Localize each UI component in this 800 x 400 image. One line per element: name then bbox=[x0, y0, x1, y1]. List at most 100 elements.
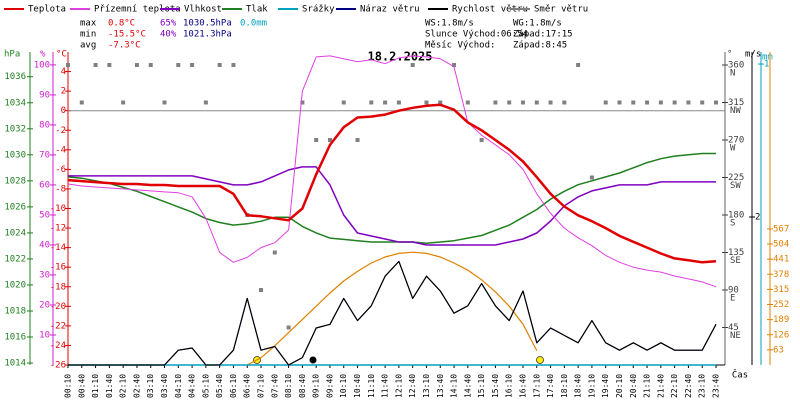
x-tick-label: 16:40 bbox=[518, 374, 527, 398]
x-tick-label: 05:40 bbox=[215, 374, 224, 398]
x-tick-label: 19:40 bbox=[601, 374, 610, 398]
direction-point bbox=[714, 100, 718, 105]
stat-avg: avg bbox=[80, 41, 96, 51]
y-tick-label: 2 bbox=[755, 213, 760, 223]
y-tick-label: 567 bbox=[773, 224, 789, 234]
direction-point bbox=[465, 100, 470, 105]
y-tick-label: 270 bbox=[728, 136, 744, 146]
stat-min: min bbox=[80, 30, 96, 40]
direction-point bbox=[645, 100, 650, 105]
x-tick-label: 08:40 bbox=[298, 374, 307, 398]
x-tick-label: 04:10 bbox=[174, 374, 183, 398]
direction-point bbox=[686, 100, 691, 105]
legend-label: Směr větru bbox=[534, 5, 588, 15]
y-tick-label: 1014 bbox=[4, 359, 26, 369]
direction-point bbox=[107, 63, 112, 67]
y-tick-label: 315 bbox=[773, 285, 789, 295]
x-tick-label: 18:40 bbox=[574, 374, 583, 398]
y-tick-label: 90 bbox=[39, 90, 50, 100]
compass-label: N bbox=[730, 69, 735, 79]
y-tick-label: 1030 bbox=[4, 150, 26, 160]
series-line bbox=[68, 260, 717, 366]
y-tick-label: 60 bbox=[39, 180, 50, 190]
compass-label: E bbox=[730, 294, 735, 304]
direction-point bbox=[534, 100, 539, 105]
direction-point bbox=[479, 138, 484, 142]
y-tick-label: -24 bbox=[50, 341, 66, 351]
stat-min: 1021.3hPa bbox=[183, 30, 232, 40]
stat-min: -15.5°C bbox=[108, 30, 146, 40]
y-tick-label: -8 bbox=[55, 184, 66, 194]
x-tick-label: 11:10 bbox=[367, 374, 376, 398]
direction-point bbox=[424, 100, 429, 105]
stat-max: 65% bbox=[160, 19, 177, 29]
y-tick-label: 20 bbox=[39, 300, 50, 310]
info-moon: Západ:8:45 bbox=[513, 41, 567, 51]
y-tick-label: 1026 bbox=[4, 202, 26, 212]
y-tick-label: 1 bbox=[764, 60, 769, 70]
direction-point bbox=[383, 100, 388, 105]
y-tick-label: -12 bbox=[50, 224, 66, 234]
direction-point bbox=[603, 100, 608, 105]
y-tick-label: 1018 bbox=[4, 306, 26, 316]
x-tick-label: 01:10 bbox=[91, 374, 100, 398]
y-tick-label: 90 bbox=[728, 286, 739, 296]
stat-max: 0.0mm bbox=[240, 19, 267, 29]
x-tick-label: 12:40 bbox=[408, 374, 417, 398]
compass-label: SE bbox=[730, 256, 741, 266]
direction-point bbox=[79, 100, 84, 105]
x-tick-label: 03:10 bbox=[146, 374, 155, 398]
y-tick-label: 1034 bbox=[4, 98, 26, 108]
direction-point bbox=[658, 100, 663, 105]
compass-label: W bbox=[730, 144, 736, 154]
x-tick-label: 07:10 bbox=[257, 374, 266, 398]
y-tick-label: 1032 bbox=[4, 124, 26, 134]
axis-unit: m/s bbox=[745, 50, 761, 60]
legend-label: Vlhkost bbox=[184, 5, 222, 15]
x-tick-label: 23:10 bbox=[698, 374, 707, 398]
direction-point bbox=[452, 63, 457, 67]
x-tick-label: 15:10 bbox=[477, 374, 486, 398]
x-tick-label: 01:40 bbox=[105, 374, 114, 398]
legend-label: Tlak bbox=[246, 5, 268, 15]
x-tick-label: 09:10 bbox=[312, 374, 321, 398]
stat-max: 0.8°C bbox=[108, 19, 135, 29]
stat-min: 40% bbox=[160, 30, 177, 40]
direction-point bbox=[93, 63, 98, 67]
x-tick-label: 03:40 bbox=[160, 374, 169, 398]
x-tick-label: 19:10 bbox=[587, 374, 596, 398]
y-tick-label: 360 bbox=[728, 61, 744, 71]
chart-title: 18.2.2025 bbox=[367, 50, 432, 64]
y-tick-label: -10 bbox=[50, 204, 66, 214]
x-tick-label: 22:40 bbox=[684, 374, 693, 398]
y-tick-label: 100 bbox=[34, 60, 50, 70]
x-tick-label: 17:40 bbox=[546, 374, 555, 398]
direction-point bbox=[507, 100, 512, 105]
axis-unit: ° bbox=[727, 50, 732, 60]
direction-point bbox=[203, 100, 208, 105]
compass-label: S bbox=[730, 219, 735, 229]
x-tick-label: 12:10 bbox=[394, 374, 403, 398]
x-tick-label: 23:40 bbox=[712, 374, 721, 398]
y-tick-label: -16 bbox=[50, 263, 66, 273]
x-tick-label: 07:40 bbox=[270, 374, 279, 398]
legend-label: Srážky bbox=[302, 5, 335, 15]
x-tick-label: 04:40 bbox=[188, 374, 197, 398]
direction-point bbox=[134, 63, 139, 67]
x-tick-label: 21:10 bbox=[643, 374, 652, 398]
compass-label: SW bbox=[730, 181, 741, 191]
legend-label: Přízemní teplota bbox=[94, 5, 181, 15]
y-tick-label: -6 bbox=[55, 165, 66, 175]
x-tick-label: 00:10 bbox=[64, 374, 73, 398]
direction-point bbox=[341, 100, 346, 105]
direction-point bbox=[548, 100, 553, 105]
direction-point bbox=[410, 63, 415, 67]
axis-unit: °C bbox=[56, 50, 67, 60]
series-line bbox=[67, 152, 716, 245]
y-tick-label: 45 bbox=[728, 323, 739, 333]
series-line bbox=[67, 103, 717, 264]
direction-point bbox=[231, 63, 236, 67]
x-tick-label: 17:10 bbox=[532, 374, 541, 398]
direction-point bbox=[631, 100, 636, 105]
y-tick-label: 80 bbox=[39, 120, 50, 130]
